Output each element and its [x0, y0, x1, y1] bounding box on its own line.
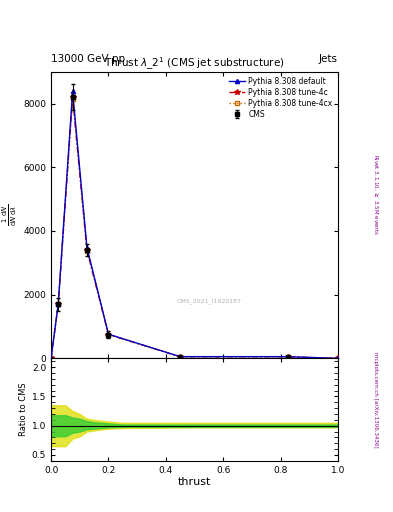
Line: Pythia 8.308 tune-4c: Pythia 8.308 tune-4c: [48, 94, 341, 361]
Pythia 8.308 tune-4c: [178, 354, 183, 360]
Pythia 8.308 tune-4c: [70, 94, 75, 100]
Legend: Pythia 8.308 default, Pythia 8.308 tune-4c, Pythia 8.308 tune-4cx, CMS: Pythia 8.308 default, Pythia 8.308 tune-…: [227, 75, 334, 120]
Pythia 8.308 tune-4cx: [336, 355, 340, 361]
Text: CMS_2021_I1920187: CMS_2021_I1920187: [176, 298, 241, 304]
Pythia 8.308 tune-4c: [84, 247, 89, 253]
Pythia 8.308 default: [49, 355, 53, 361]
Y-axis label: Ratio to CMS: Ratio to CMS: [19, 383, 28, 436]
Text: Jets: Jets: [319, 54, 338, 64]
Pythia 8.308 default: [285, 354, 290, 360]
Pythia 8.308 tune-4cx: [285, 354, 290, 360]
Pythia 8.308 default: [106, 331, 111, 337]
Pythia 8.308 tune-4c: [336, 355, 340, 361]
Text: Rivet 3.1.10, $\geq$ 3.5M events: Rivet 3.1.10, $\geq$ 3.5M events: [371, 154, 379, 235]
Line: Pythia 8.308 default: Pythia 8.308 default: [49, 90, 340, 360]
Pythia 8.308 tune-4cx: [84, 248, 89, 254]
Pythia 8.308 default: [84, 244, 89, 250]
Pythia 8.308 default: [178, 354, 183, 360]
Pythia 8.308 tune-4cx: [56, 301, 61, 307]
X-axis label: thrust: thrust: [178, 477, 211, 487]
Pythia 8.308 tune-4c: [49, 355, 53, 361]
Pythia 8.308 default: [336, 355, 340, 361]
Pythia 8.308 tune-4cx: [178, 354, 183, 360]
Line: Pythia 8.308 tune-4cx: Pythia 8.308 tune-4cx: [49, 97, 340, 360]
Pythia 8.308 tune-4cx: [106, 332, 111, 338]
Pythia 8.308 tune-4cx: [70, 96, 75, 102]
Text: 13000 GeV pp: 13000 GeV pp: [51, 54, 125, 64]
Pythia 8.308 tune-4cx: [49, 355, 53, 361]
Pythia 8.308 tune-4c: [285, 354, 290, 360]
Title: Thrust $\lambda\_2^1$ (CMS jet substructure): Thrust $\lambda\_2^1$ (CMS jet substruct…: [104, 55, 285, 72]
Pythia 8.308 tune-4c: [106, 331, 111, 337]
Y-axis label: $\frac{1}{\mathrm{d}N} \frac{\mathrm{d}N}{\mathrm{d}\lambda}$: $\frac{1}{\mathrm{d}N} \frac{\mathrm{d}N…: [1, 204, 19, 226]
Text: mcplots.cern.ch [arXiv:1306.3436]: mcplots.cern.ch [arXiv:1306.3436]: [373, 352, 378, 447]
Pythia 8.308 default: [56, 301, 61, 307]
Pythia 8.308 tune-4c: [56, 301, 61, 307]
Pythia 8.308 default: [70, 89, 75, 95]
